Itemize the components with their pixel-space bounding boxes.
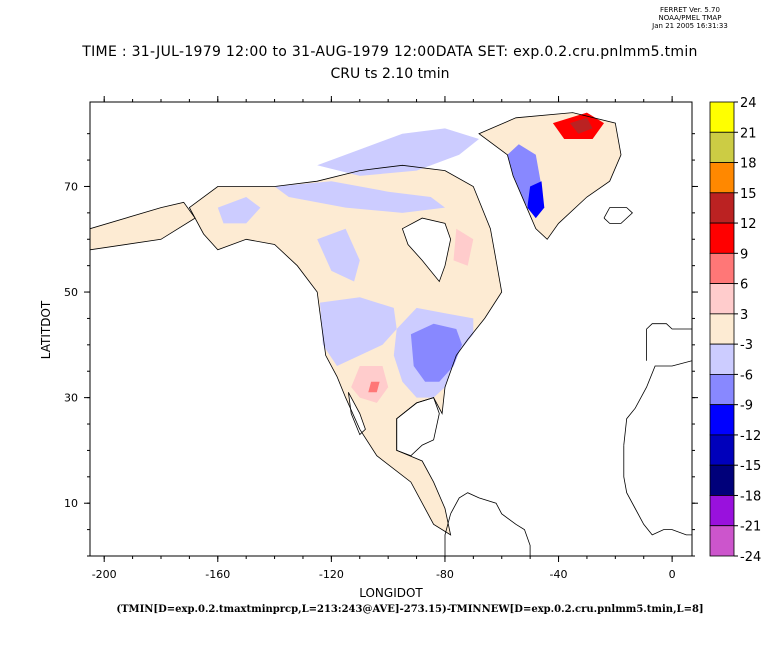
- region-greenland: [479, 112, 621, 240]
- colorbar-label: -18: [740, 489, 761, 504]
- ferret-version-label: FERRET Ver. 5.70: [660, 6, 720, 14]
- coastline-iceland: [603, 207, 633, 224]
- x-tick-label: -80: [436, 568, 454, 581]
- x-tick-label: -200: [92, 568, 117, 581]
- colorbar-swatch: [709, 495, 735, 527]
- formula-expression: (TMIN[D=exp.0.2.tmaxtminprcp,L=213:243@A…: [116, 604, 704, 615]
- region-us-west-cool: [320, 297, 397, 366]
- region-southwest-hot: [368, 381, 380, 393]
- colorbar-swatch: [709, 434, 735, 466]
- region-alaska-cool: [217, 197, 261, 224]
- y-axis-label: LATITDOT: [39, 300, 53, 359]
- plot-title-line2: CRU ts 2.10 tmin: [330, 66, 450, 82]
- colorbar-swatch: [709, 252, 735, 284]
- colorbar-swatch: [709, 162, 735, 194]
- region-greenland-north-hot: [569, 117, 593, 134]
- colorbar-label: -12: [740, 429, 761, 444]
- y-tick-label: 30: [64, 392, 78, 405]
- colorbar-label: -21: [740, 520, 761, 535]
- colorbar-label: -24: [740, 550, 761, 565]
- colorbar-swatch: [709, 404, 735, 436]
- colorbar-label: 3: [740, 308, 748, 323]
- timestamp-label: Jan 21 2005 16:31:33: [652, 22, 728, 30]
- coastline-greenland: [478, 112, 622, 240]
- colorbar-swatch: [709, 222, 735, 254]
- colorbar-label: 12: [740, 217, 757, 232]
- region-alaska-west-strip: [90, 202, 196, 250]
- water-hudson-bay: [401, 217, 452, 283]
- coastline-south-america-west: [444, 513, 451, 556]
- plot-title-line1: TIME : 31-JUL-1979 12:00 to 31-AUG-1979 …: [82, 44, 698, 60]
- colorbar-swatch: [709, 464, 735, 496]
- x-tick-label: 0: [669, 568, 676, 581]
- colorbar-label: 18: [740, 157, 757, 172]
- region-us-east-cold: [410, 323, 462, 382]
- colorbar-label: 9: [740, 247, 748, 262]
- x-axis-label: LONGIDOT: [359, 586, 423, 600]
- colorbar-swatch: [709, 131, 735, 163]
- coastline-africa-west-coast: [623, 445, 692, 536]
- region-southwest-warm: [351, 366, 389, 403]
- colorbar-swatch: [709, 283, 735, 315]
- y-tick-label: 10: [64, 497, 78, 510]
- x-tick-label: -120: [319, 568, 344, 581]
- colorbar-label: -3: [740, 338, 753, 353]
- region-greenland-west-core: [527, 181, 545, 219]
- region-quebec-warm: [453, 228, 474, 266]
- x-tick-label: -40: [550, 568, 568, 581]
- colorbar-label: -15: [740, 459, 761, 474]
- colorbar-label: 24: [740, 96, 757, 111]
- region-canada-west-cool: [317, 228, 360, 282]
- colorbar-swatch: [709, 343, 735, 375]
- colorbar-swatch: [709, 101, 735, 133]
- coastline-arctic-and-canada-land: [188, 164, 503, 536]
- colorbar-label: 21: [740, 126, 757, 141]
- colorbar-label: -9: [740, 399, 753, 414]
- colorbar-swatch: [709, 192, 735, 224]
- colorbar-swatch: [709, 525, 735, 557]
- colorbar-swatch: [709, 373, 735, 406]
- coastline-south-america-north: [450, 492, 531, 556]
- plot-frame: [89, 101, 693, 557]
- colorbar-label: -6: [740, 368, 753, 383]
- y-tick-label: 50: [64, 286, 78, 299]
- region-canada-north-cool-band: [274, 181, 445, 213]
- x-tick-label: -160: [205, 568, 230, 581]
- coastline-alaska-west-strip: [90, 201, 196, 251]
- colorbar-label: 6: [740, 278, 748, 293]
- coastline-europe-iberia: [646, 323, 692, 361]
- coastline-africa-outline: [623, 360, 692, 446]
- colorbar-label: 15: [740, 187, 757, 202]
- colorbar-swatch: [709, 313, 735, 345]
- y-tick-label: 70: [64, 180, 78, 193]
- noaa-label: NOAA/PMEL TMAP: [658, 14, 722, 22]
- region-arctic-islands-cool: [317, 128, 479, 176]
